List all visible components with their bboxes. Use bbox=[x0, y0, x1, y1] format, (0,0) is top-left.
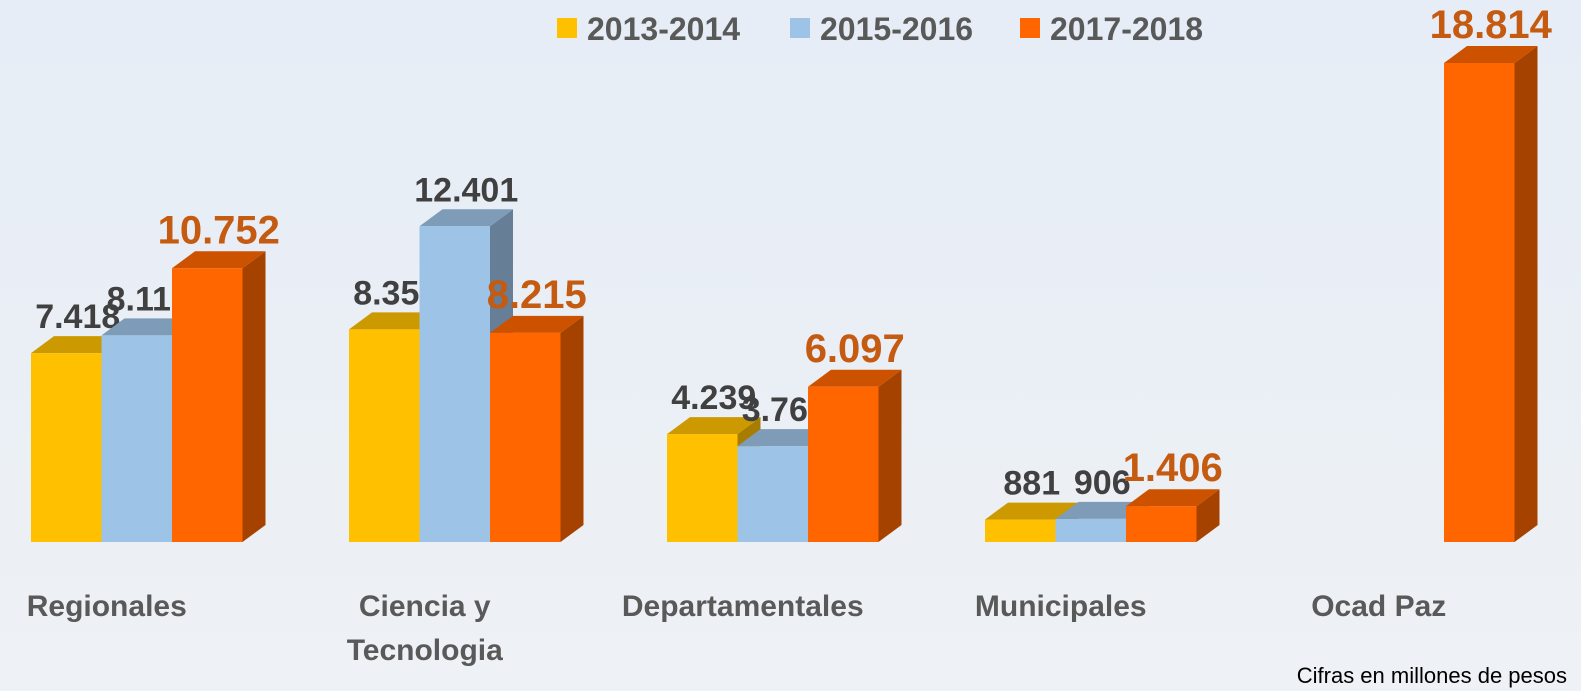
data-label: 12.401 bbox=[414, 171, 518, 209]
data-label: 18.814 bbox=[1430, 3, 1553, 47]
data-label: 10.752 bbox=[158, 208, 280, 252]
x-tick-label: Ocad Paz bbox=[1311, 590, 1447, 623]
legend-label: 2013-2014 bbox=[587, 11, 740, 47]
bar bbox=[667, 434, 738, 542]
bar bbox=[808, 386, 879, 542]
bar-side bbox=[560, 315, 584, 542]
bar bbox=[419, 226, 490, 542]
data-label: 6.097 bbox=[805, 327, 905, 371]
x-tick-label: Ciencia y Tecnologia bbox=[346, 590, 503, 667]
bar-top bbox=[101, 318, 195, 336]
bar bbox=[172, 268, 243, 542]
bar-side bbox=[242, 251, 266, 542]
bar bbox=[31, 353, 102, 542]
x-tick-label: Departamentales bbox=[621, 590, 864, 623]
bar-top bbox=[419, 209, 513, 227]
bar-top bbox=[1444, 46, 1538, 63]
data-label: 7.418 bbox=[35, 298, 120, 336]
bar-side bbox=[1514, 46, 1538, 542]
legend-swatch bbox=[790, 18, 810, 38]
bar-top bbox=[1126, 489, 1220, 507]
legend-swatch bbox=[1020, 18, 1040, 38]
data-label: 906 bbox=[1074, 464, 1131, 502]
data-label: 8.215 bbox=[487, 273, 587, 317]
x-tick-label: Municipales bbox=[974, 590, 1147, 623]
legend-swatch bbox=[557, 18, 577, 38]
bar-side bbox=[1196, 489, 1220, 542]
bar-side bbox=[878, 369, 902, 542]
legend-label: 2015-2016 bbox=[820, 11, 973, 47]
bar-top bbox=[737, 429, 831, 447]
bar bbox=[1126, 506, 1197, 542]
x-tick-label: Regionales bbox=[26, 590, 187, 623]
bar-top bbox=[667, 417, 761, 435]
bar-top bbox=[172, 251, 266, 269]
bar-top bbox=[490, 315, 584, 333]
bar bbox=[985, 519, 1056, 542]
bar bbox=[737, 446, 808, 542]
data-label: 1.406 bbox=[1123, 446, 1223, 490]
bar-top bbox=[985, 502, 1079, 520]
legend-label: 2017-2018 bbox=[1050, 11, 1203, 47]
bar-top bbox=[808, 369, 902, 387]
bar bbox=[1055, 518, 1126, 542]
bar-top bbox=[31, 336, 125, 354]
bar bbox=[101, 335, 172, 542]
bar bbox=[490, 332, 561, 542]
data-label: 881 bbox=[1003, 465, 1060, 503]
data-label: 4.239 bbox=[671, 379, 756, 417]
footnote: Cifras en millones de pesos bbox=[1296, 663, 1567, 688]
bar bbox=[349, 329, 420, 542]
bar-top bbox=[1055, 501, 1149, 519]
bar-top bbox=[349, 312, 443, 330]
bar bbox=[1444, 63, 1515, 542]
